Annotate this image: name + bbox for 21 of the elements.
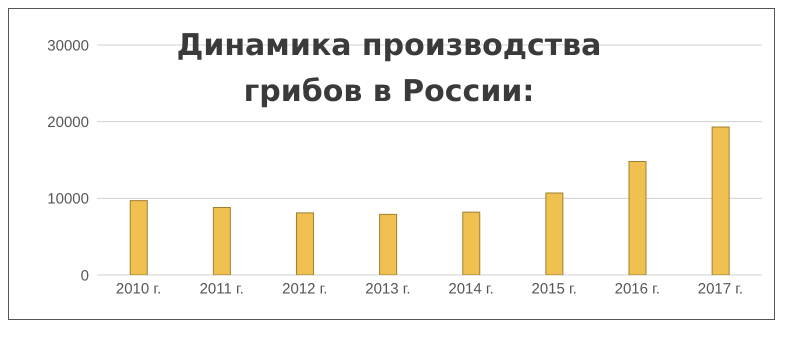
bar [712, 126, 730, 275]
x-tick-label: 2013 г. [365, 280, 411, 298]
chart-title: Динамика производства грибов в России: [176, 27, 602, 111]
y-tick-label: 30000 [47, 37, 89, 54]
bar [545, 192, 564, 275]
bar [628, 161, 646, 275]
bar [296, 212, 314, 275]
x-tick-label: 2017 г. [698, 280, 744, 298]
bar [462, 212, 480, 275]
x-tick-label: 2012 г. [282, 280, 328, 298]
y-tick-label: 10000 [47, 190, 89, 208]
y-tick-label: 0 [80, 267, 89, 284]
y-tick-label: 20000 [47, 114, 89, 131]
x-tick-label: 2016 г. [614, 280, 660, 298]
bar [379, 214, 398, 275]
x-tick-label: 2014 г. [448, 280, 494, 298]
x-tick-label: 2015 г. [532, 280, 577, 298]
x-tick-label: 2011 г. [200, 280, 244, 298]
bar [130, 200, 148, 275]
bar [212, 207, 231, 275]
x-tick-label: 2010 г. [116, 280, 162, 298]
